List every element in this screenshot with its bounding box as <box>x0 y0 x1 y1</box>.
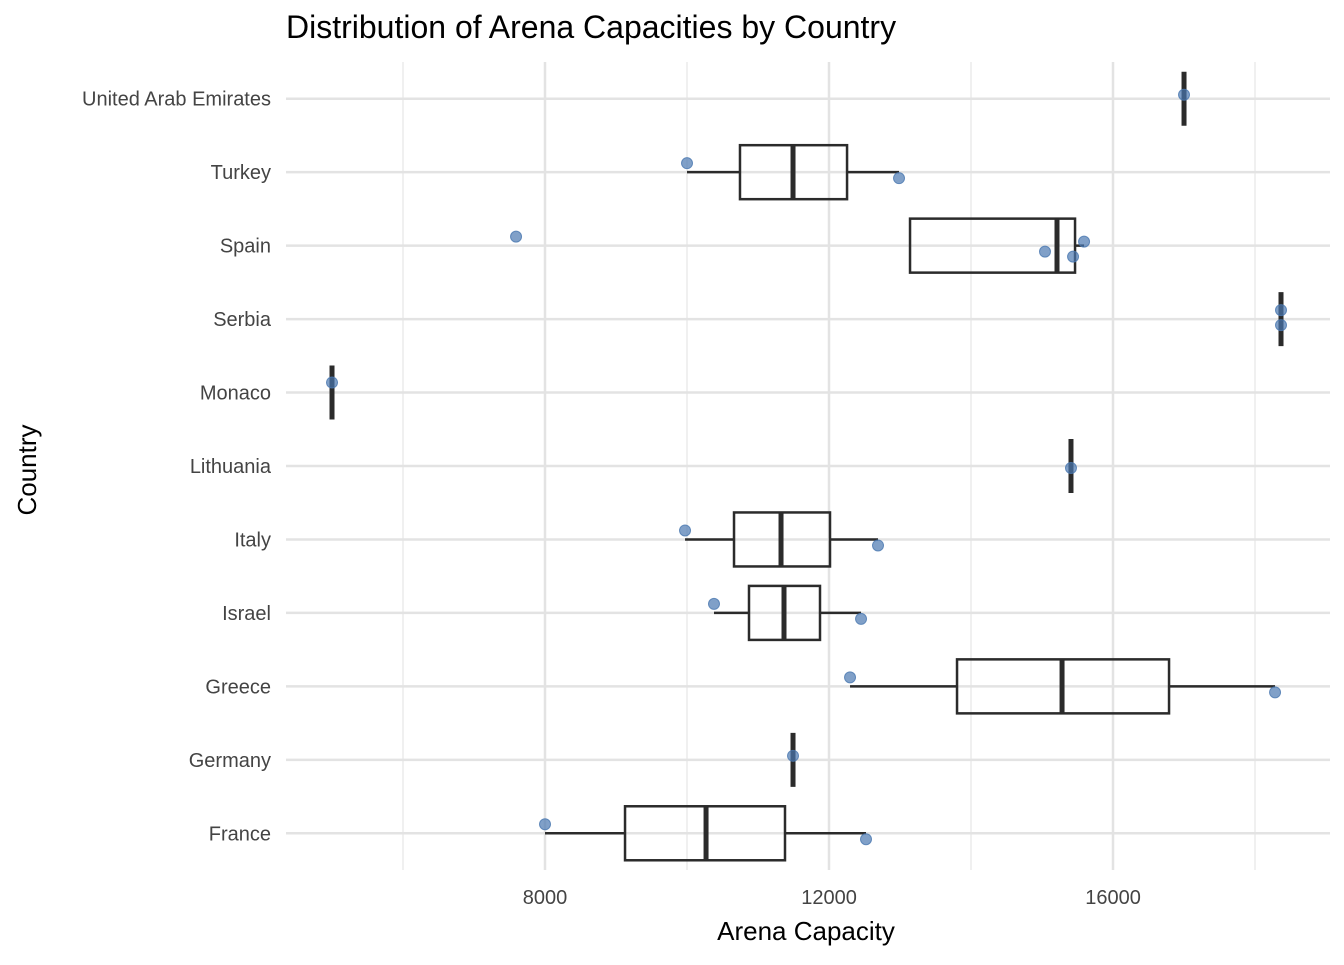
point <box>707 597 720 610</box>
y-tick-label: Israel <box>222 603 271 625</box>
x-axis-title: Arena Capacity <box>717 916 895 946</box>
box <box>908 217 1077 274</box>
point <box>539 818 552 831</box>
point <box>1178 88 1191 101</box>
point <box>860 833 873 846</box>
point <box>844 671 857 684</box>
chart-title: Distribution of Arena Capacities by Coun… <box>286 9 896 45</box>
point <box>326 376 339 389</box>
point <box>1039 245 1052 258</box>
point <box>1067 250 1080 263</box>
point <box>893 172 906 185</box>
point <box>855 612 868 625</box>
x-tick-label: 8000 <box>523 887 568 909</box>
y-tick-label: France <box>209 823 271 845</box>
point <box>1275 304 1288 317</box>
point <box>1269 686 1282 699</box>
y-tick-label: Turkey <box>211 162 271 184</box>
y-tick-label: Lithuania <box>190 456 272 478</box>
y-tick-label: Monaco <box>200 383 271 405</box>
y-tick-label: Italy <box>234 529 271 551</box>
point <box>1064 462 1077 474</box>
y-tick-label: Germany <box>189 750 271 772</box>
point <box>787 749 800 762</box>
y-tick-label: Spain <box>220 236 271 258</box>
point <box>510 230 523 243</box>
y-tick-label: Greece <box>205 676 271 698</box>
point <box>1078 235 1091 248</box>
y-tick-label: Serbia <box>213 309 272 331</box>
y-tick-label: United Arab Emirates <box>82 89 271 111</box>
point <box>679 524 692 537</box>
point <box>872 539 885 552</box>
x-tick-label: 16000 <box>1085 887 1141 909</box>
x-tick-label: 12000 <box>801 887 857 909</box>
point <box>681 157 694 170</box>
y-axis-title: Country <box>12 424 42 515</box>
point <box>1275 319 1288 332</box>
